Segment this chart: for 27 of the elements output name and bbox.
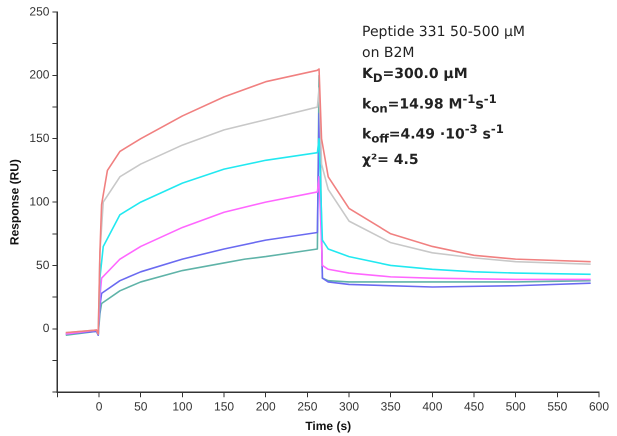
annotation: on B2M <box>362 44 416 63</box>
y-tick-label: 150 <box>29 131 50 146</box>
x-tick-label: 300 <box>339 400 360 414</box>
y-tick-label: 0 <box>42 321 50 336</box>
annotation: Peptide 331 50-500 µM <box>362 23 525 42</box>
y-tick-label: 250 <box>29 4 50 18</box>
y-tick-label: 200 <box>29 68 50 82</box>
y-tick-label: 50 <box>36 258 50 272</box>
x-tick-label: 100 <box>172 400 193 414</box>
annotation: χ²= 4.5 <box>362 150 420 170</box>
x-tick-label: 450 <box>464 400 484 414</box>
x-tick-label: 50 <box>134 400 148 414</box>
x-tick-label: 150 <box>214 400 234 414</box>
x-tick-label: 350 <box>380 400 402 414</box>
x-tick-label: 400 <box>422 400 443 414</box>
x-tick-label: 0 <box>96 400 103 414</box>
annotation: k$_{off}$=4.49 ·10$^{-3}$ s$^{-1}$ <box>362 121 505 148</box>
y-tick-label: 100 <box>29 194 50 208</box>
x-tick-label: 600 <box>588 400 610 414</box>
y-axis-title: Response (RU) <box>8 159 22 246</box>
x-tick-label: 500 <box>506 400 526 414</box>
x-tick-label: 550 <box>547 400 568 414</box>
x-tick-label: 200 <box>256 400 276 414</box>
x-tick-label: 250 <box>297 400 318 414</box>
x-axis-title: Time (s) <box>305 419 352 434</box>
annotation: k$_{on}$=14.98 M$^{-1}$s$^{-1}$ <box>362 90 498 118</box>
annotation: K$_{D}$=300.0 µM <box>362 65 469 87</box>
